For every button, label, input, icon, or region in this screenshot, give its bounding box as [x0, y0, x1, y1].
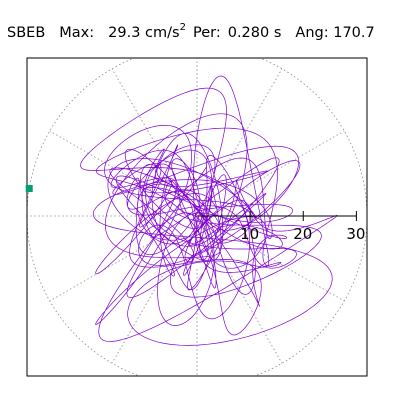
- peak-marker-group: [25, 185, 33, 193]
- station-code: SBEB: [7, 25, 46, 41]
- orbit-trace: [80, 75, 338, 346]
- max-label: Max:: [59, 25, 95, 41]
- chart-title-line: SBEB Max: 29.3 cm/s2 Per: 0.280 s Ang: 170.7: [7, 18, 375, 43]
- grid-spoke-150: [49, 130, 152, 190]
- grid-spoke-300: [223, 261, 283, 364]
- grid-spoke-240: [111, 261, 171, 364]
- grid-spoke-30: [242, 130, 345, 190]
- grid-spoke-330: [242, 242, 345, 302]
- period-value: 0.280 s: [227, 25, 282, 41]
- grid-spoke-120: [111, 68, 171, 171]
- orbit-path: [80, 75, 338, 346]
- radial-tick-label-10: 10: [240, 225, 259, 243]
- angle-value: 170.7: [333, 25, 375, 41]
- peak-angle-marker: [25, 185, 33, 193]
- plot-frame: [26, 57, 368, 377]
- grid-spoke-210: [49, 242, 152, 302]
- max-value: 29.3: [108, 25, 141, 41]
- angle-label: Ang:: [295, 25, 329, 41]
- max-unit-exponent: 2: [179, 22, 186, 33]
- radial-axis: 10 20 30: [197, 211, 365, 243]
- grid-spoke-60: [223, 68, 283, 171]
- polar-grid: [27, 58, 367, 376]
- period-label: Per:: [192, 25, 221, 41]
- max-unit: cm/s: [145, 25, 180, 41]
- radial-tick-label-30: 30: [346, 225, 365, 243]
- radial-tick-label-20: 20: [293, 225, 312, 243]
